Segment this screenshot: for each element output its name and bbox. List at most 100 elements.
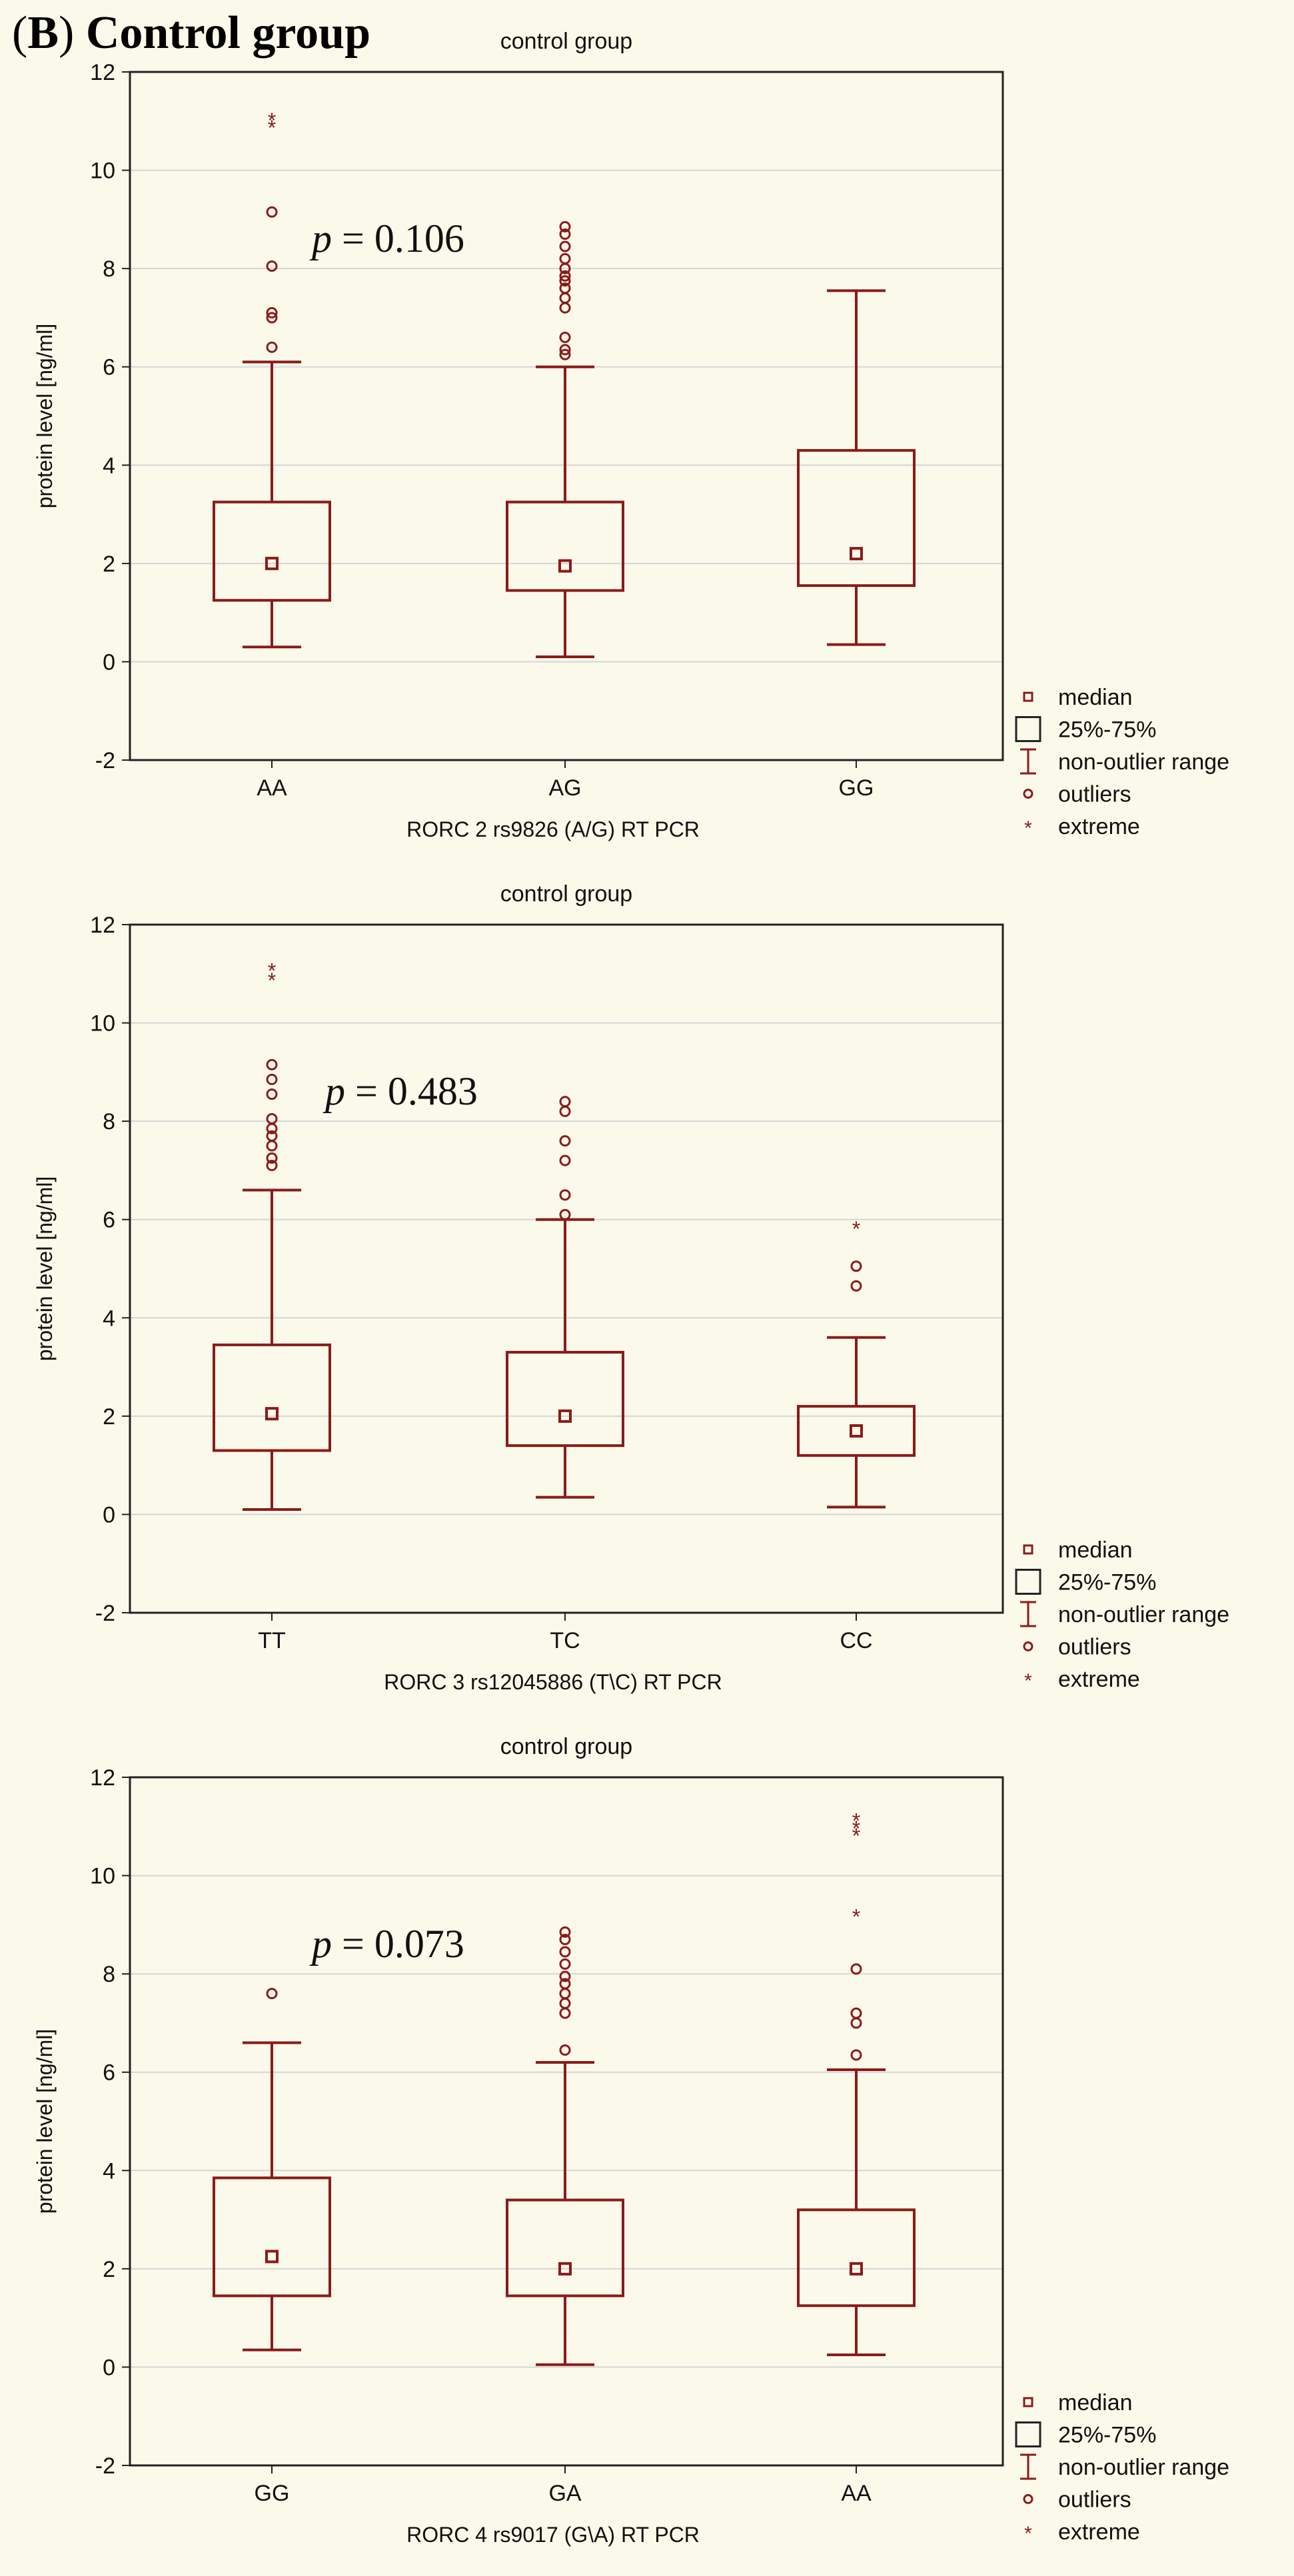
x-tick-label: TC: [550, 1628, 580, 1653]
figure-label: (B) Control group: [12, 7, 371, 59]
outlier-point: [266, 1152, 278, 1164]
extreme-point: *: [268, 969, 276, 993]
extreme-point: *: [852, 1809, 860, 1833]
legend-extreme-symbol: *: [1024, 1670, 1032, 1692]
box-TC: [506, 1096, 624, 1499]
chart-panel-1: control group -2 0 2 4 6 8 10 12 protein level [n…: [33, 29, 1229, 841]
x-axis-label: RORC 2 rs9826 (A/G) RT PCR: [406, 817, 700, 841]
outlier-point: [850, 1280, 862, 1292]
median-marker: [558, 559, 572, 573]
iqr-box: [797, 2208, 916, 2308]
y-axis-label: protein level [ng/ml]: [33, 2029, 57, 2214]
outlier-point: [266, 1140, 278, 1152]
chart-title: control group: [500, 881, 632, 907]
legend-extreme-symbol: *: [1024, 2523, 1032, 2545]
legend-outlier-symbol: [1023, 2494, 1033, 2504]
legend-extreme-symbol: *: [1024, 817, 1032, 839]
median-marker: [265, 1407, 279, 1421]
legend-entry-label: outliers: [1058, 2487, 1131, 2513]
outlier-point: [559, 252, 571, 264]
outlier-point: [559, 270, 571, 282]
legend-median-symbol: [1023, 2397, 1033, 2407]
outlier-point: [559, 220, 571, 232]
outlier-point: [850, 2007, 862, 2019]
x-tick-label: AG: [548, 775, 581, 801]
outlier-point: [559, 331, 571, 343]
x-axis-label: RORC 4 rs9017 (G\A) RT PCR: [406, 2523, 700, 2547]
y-tick-label: -2: [95, 748, 115, 773]
p-value-symbol: p: [309, 216, 332, 260]
outlier-point: [266, 1130, 278, 1142]
legend-median-symbol: [1023, 691, 1033, 702]
legend-entry-label: 25%-75%: [1058, 2423, 1156, 2448]
outlier-point: [559, 2007, 571, 2019]
chart-title: control group: [500, 29, 632, 54]
legend-entry-label: median: [1058, 1537, 1133, 1563]
y-tick-label: 8: [103, 256, 115, 282]
y-tick-label: 2: [103, 552, 115, 577]
outlier-point: [559, 1997, 571, 2009]
outlier-point: [266, 341, 278, 353]
chart-panel-3: control group -2 0 2 4 6 8 10 12 protein level [n…: [33, 1734, 1229, 2547]
outlier-point: [266, 1988, 278, 2000]
x-tick-label: AA: [257, 775, 287, 801]
legend-entry-label: non-outlier range: [1058, 1602, 1229, 1627]
outlier-point: [559, 344, 571, 356]
outlier-point: [850, 2017, 862, 2029]
y-tick-label: 6: [103, 355, 115, 380]
outlier-point: [559, 282, 571, 294]
extreme-point: *: [268, 109, 276, 133]
y-tick-label: 10: [90, 1864, 115, 1889]
outlier-point: [266, 1059, 278, 1071]
y-tick-label: 4: [103, 1306, 115, 1331]
median-marker: [558, 1409, 572, 1423]
iqr-box: [213, 500, 331, 602]
y-tick-label: 0: [103, 649, 115, 675]
legend-entry-label: outliers: [1058, 782, 1131, 807]
iqr-box: [213, 2176, 331, 2298]
extreme-point: *: [268, 959, 276, 983]
y-tick-label: 12: [90, 913, 115, 938]
outlier-point: [266, 312, 278, 324]
x-tick-label: AA: [841, 2481, 872, 2506]
outlier-point: [559, 1154, 571, 1166]
outlier-point: [559, 292, 571, 304]
outlier-point: [559, 1096, 571, 1108]
extreme-point: *: [852, 1817, 860, 1841]
median-marker: [265, 2250, 279, 2264]
p-value-annotation: p = 0.106: [309, 216, 464, 260]
p-value-text: = 0.073: [332, 1922, 464, 1966]
x-tick-label: GG: [839, 775, 874, 801]
chart-title: control group: [500, 1734, 632, 1759]
p-value-symbol: p: [323, 1069, 345, 1113]
y-axis-label: protein level [ng/ml]: [33, 324, 57, 508]
y-tick-label: 10: [90, 1011, 115, 1037]
y-tick-label: 0: [103, 2355, 115, 2380]
p-value-text: = 0.483: [345, 1069, 478, 1113]
outlier-point: [559, 1189, 571, 1201]
box-AA: **: [213, 109, 331, 649]
legend: median 25%-75% non-outlier range outliers * e…: [1015, 685, 1229, 839]
median-marker: [850, 2262, 863, 2276]
box-CC: *: [797, 1217, 916, 1509]
plot-frame: [129, 1776, 1004, 2467]
median-marker: [265, 556, 279, 570]
legend-box-symbol: [1015, 716, 1041, 742]
outlier-point: [850, 1963, 862, 1975]
outlier-point: [559, 1978, 571, 1990]
outlier-point: [559, 2044, 571, 2056]
outlier-point: [266, 1112, 278, 1124]
p-value-annotation: p = 0.073: [309, 1922, 464, 1966]
outlier-point: [850, 1260, 862, 1272]
extreme-point: *: [268, 116, 276, 140]
extreme-point: *: [852, 1824, 860, 1848]
y-tick-label: 8: [103, 1109, 115, 1134]
y-tick-label: 4: [103, 2158, 115, 2184]
y-tick-label: 8: [103, 1962, 115, 1987]
outlier-point: [559, 302, 571, 314]
y-tick-label: 6: [103, 2060, 115, 2086]
legend-box-symbol: [1015, 1569, 1041, 1595]
outlier-point: [559, 348, 571, 360]
figure-label-text: Control group: [85, 7, 371, 59]
